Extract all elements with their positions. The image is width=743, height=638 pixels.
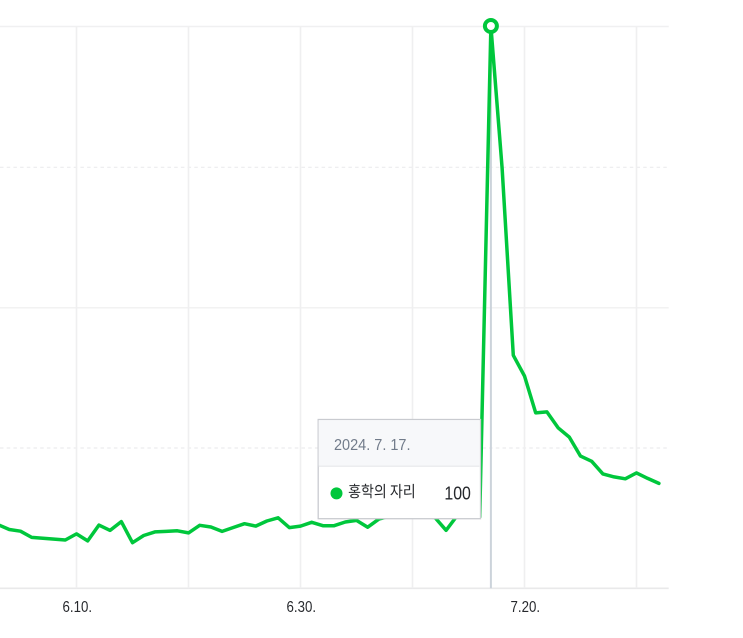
svg-text:2024. 7. 17.: 2024. 7. 17. xyxy=(334,437,411,454)
svg-text:6.10.: 6.10. xyxy=(63,599,93,616)
svg-text:7.20.: 7.20. xyxy=(511,599,541,616)
svg-text:100: 100 xyxy=(444,484,471,504)
svg-text:6.30.: 6.30. xyxy=(287,599,317,616)
